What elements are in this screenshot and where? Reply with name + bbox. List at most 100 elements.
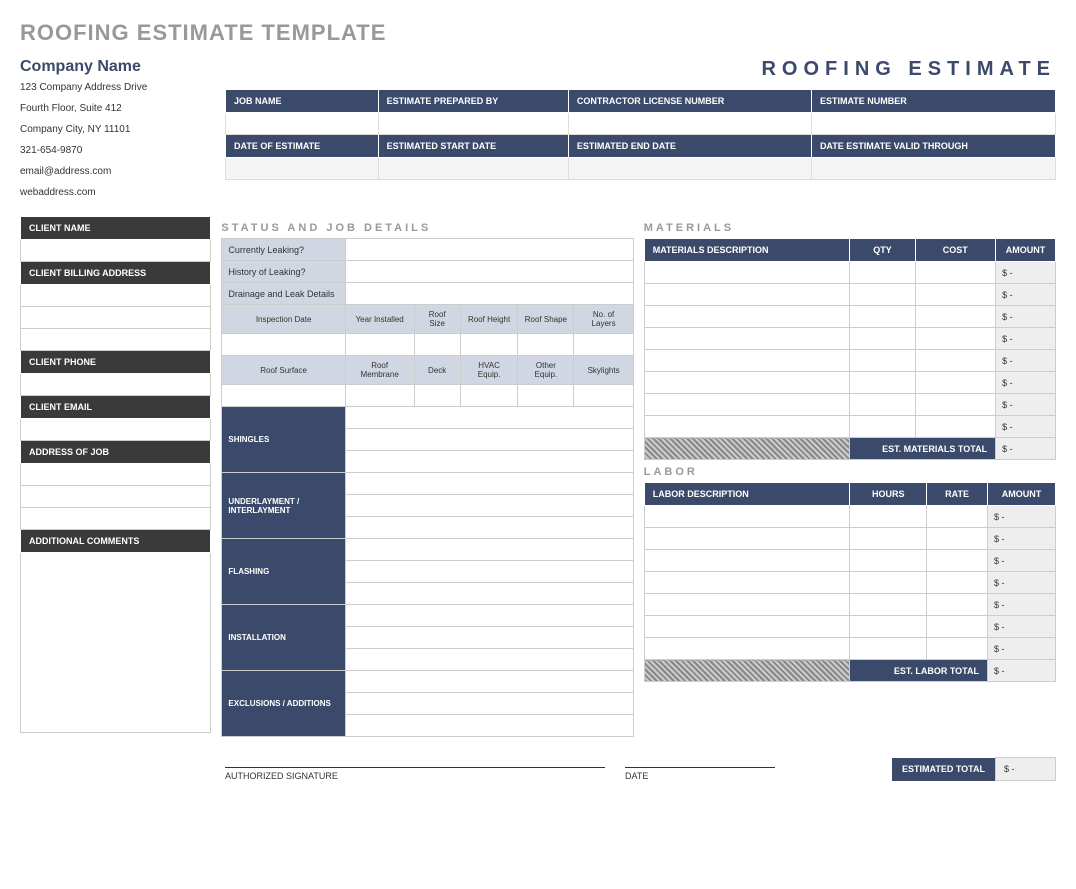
- inst-3[interactable]: [345, 649, 633, 671]
- v-year[interactable]: [345, 334, 414, 356]
- mat-row[interactable]: [644, 372, 850, 394]
- mat-row[interactable]: [644, 394, 850, 416]
- labor-row[interactable]: [850, 550, 927, 572]
- mat-row[interactable]: [915, 306, 996, 328]
- labor-total-lbl: EST. LABOR TOTAL: [850, 660, 988, 682]
- mat-row[interactable]: [850, 416, 915, 438]
- mat-desc-hdr: MATERIALS DESCRIPTION: [644, 239, 850, 262]
- v-other[interactable]: [518, 385, 574, 407]
- labor-row[interactable]: [927, 528, 988, 550]
- mat-row[interactable]: [644, 306, 850, 328]
- under-1[interactable]: [345, 473, 633, 495]
- shingles-3[interactable]: [345, 451, 633, 473]
- mat-row[interactable]: [915, 262, 996, 284]
- cell-end[interactable]: [568, 158, 811, 180]
- excl-1[interactable]: [345, 671, 633, 693]
- mat-row[interactable]: [850, 284, 915, 306]
- labor-row[interactable]: [927, 506, 988, 528]
- mat-row[interactable]: [850, 350, 915, 372]
- v-size[interactable]: [414, 334, 460, 356]
- client-job-addr-cell-2[interactable]: [21, 486, 211, 508]
- client-billing-cell-3[interactable]: [21, 329, 211, 351]
- labor-row[interactable]: [850, 594, 927, 616]
- mat-row[interactable]: [850, 306, 915, 328]
- status-leaking-val[interactable]: [345, 239, 633, 261]
- labor-row[interactable]: [850, 528, 927, 550]
- cell-license[interactable]: [568, 113, 811, 135]
- mat-row[interactable]: [850, 262, 915, 284]
- labor-row[interactable]: [927, 594, 988, 616]
- mat-row[interactable]: [850, 328, 915, 350]
- cell-valid[interactable]: [811, 158, 1055, 180]
- client-name-cell[interactable]: [21, 240, 211, 262]
- shingles-2[interactable]: [345, 429, 633, 451]
- mat-row[interactable]: [915, 394, 996, 416]
- client-billing-hdr: CLIENT BILLING ADDRESS: [21, 262, 211, 285]
- labor-row[interactable]: [927, 638, 988, 660]
- client-billing-cell-1[interactable]: [21, 285, 211, 307]
- labor-row[interactable]: [644, 616, 850, 638]
- mat-row[interactable]: [915, 416, 996, 438]
- mat-row[interactable]: [644, 416, 850, 438]
- excl-3[interactable]: [345, 715, 633, 737]
- v-height[interactable]: [460, 334, 518, 356]
- mat-row[interactable]: [850, 372, 915, 394]
- client-job-addr-cell-3[interactable]: [21, 508, 211, 530]
- under-3[interactable]: [345, 517, 633, 539]
- under-2[interactable]: [345, 495, 633, 517]
- labor-row[interactable]: [644, 528, 850, 550]
- flash-1[interactable]: [345, 539, 633, 561]
- mat-row[interactable]: [850, 394, 915, 416]
- v-hvac[interactable]: [460, 385, 518, 407]
- labor-row[interactable]: [850, 638, 927, 660]
- client-comments-cell[interactable]: [21, 553, 211, 733]
- labor-row[interactable]: [644, 572, 850, 594]
- mat-row[interactable]: [915, 284, 996, 306]
- v-layers[interactable]: [574, 334, 633, 356]
- shingles-1[interactable]: [345, 407, 633, 429]
- cell-prepared-by[interactable]: [378, 113, 568, 135]
- labor-row[interactable]: [644, 594, 850, 616]
- labor-row[interactable]: [927, 616, 988, 638]
- cell-est-no[interactable]: [811, 113, 1055, 135]
- v-surface[interactable]: [222, 385, 345, 407]
- header-table: JOB NAME ESTIMATE PREPARED BY CONTRACTOR…: [225, 89, 1056, 180]
- v-deck[interactable]: [414, 385, 460, 407]
- cell-start[interactable]: [378, 158, 568, 180]
- client-phone-cell[interactable]: [21, 374, 211, 396]
- client-billing-cell-2[interactable]: [21, 307, 211, 329]
- cell-date-est[interactable]: [226, 158, 379, 180]
- v-insp-date[interactable]: [222, 334, 345, 356]
- mat-row[interactable]: [644, 284, 850, 306]
- labor-row[interactable]: [644, 638, 850, 660]
- mat-row[interactable]: [915, 350, 996, 372]
- client-job-addr-cell-1[interactable]: [21, 464, 211, 486]
- mat-row[interactable]: [644, 262, 850, 284]
- v-membrane[interactable]: [345, 385, 414, 407]
- flash-3[interactable]: [345, 583, 633, 605]
- status-year: Year Installed: [345, 305, 414, 334]
- mat-row[interactable]: [915, 328, 996, 350]
- mat-row[interactable]: [644, 328, 850, 350]
- labor-row[interactable]: [850, 616, 927, 638]
- mat-amt: $ -: [996, 416, 1056, 438]
- flash-2[interactable]: [345, 561, 633, 583]
- labor-row[interactable]: [927, 572, 988, 594]
- mat-row[interactable]: [915, 372, 996, 394]
- status-history-val[interactable]: [345, 261, 633, 283]
- client-email-cell[interactable]: [21, 419, 211, 441]
- labor-rate-hdr: RATE: [927, 483, 988, 506]
- inst-1[interactable]: [345, 605, 633, 627]
- labor-row[interactable]: [927, 550, 988, 572]
- labor-row[interactable]: [850, 572, 927, 594]
- labor-row[interactable]: [850, 506, 927, 528]
- mat-row[interactable]: [644, 350, 850, 372]
- v-skylights[interactable]: [574, 385, 633, 407]
- excl-2[interactable]: [345, 693, 633, 715]
- cell-job-name[interactable]: [226, 113, 379, 135]
- labor-row[interactable]: [644, 506, 850, 528]
- labor-row[interactable]: [644, 550, 850, 572]
- v-shape[interactable]: [518, 334, 574, 356]
- status-drainage-val[interactable]: [345, 283, 633, 305]
- inst-2[interactable]: [345, 627, 633, 649]
